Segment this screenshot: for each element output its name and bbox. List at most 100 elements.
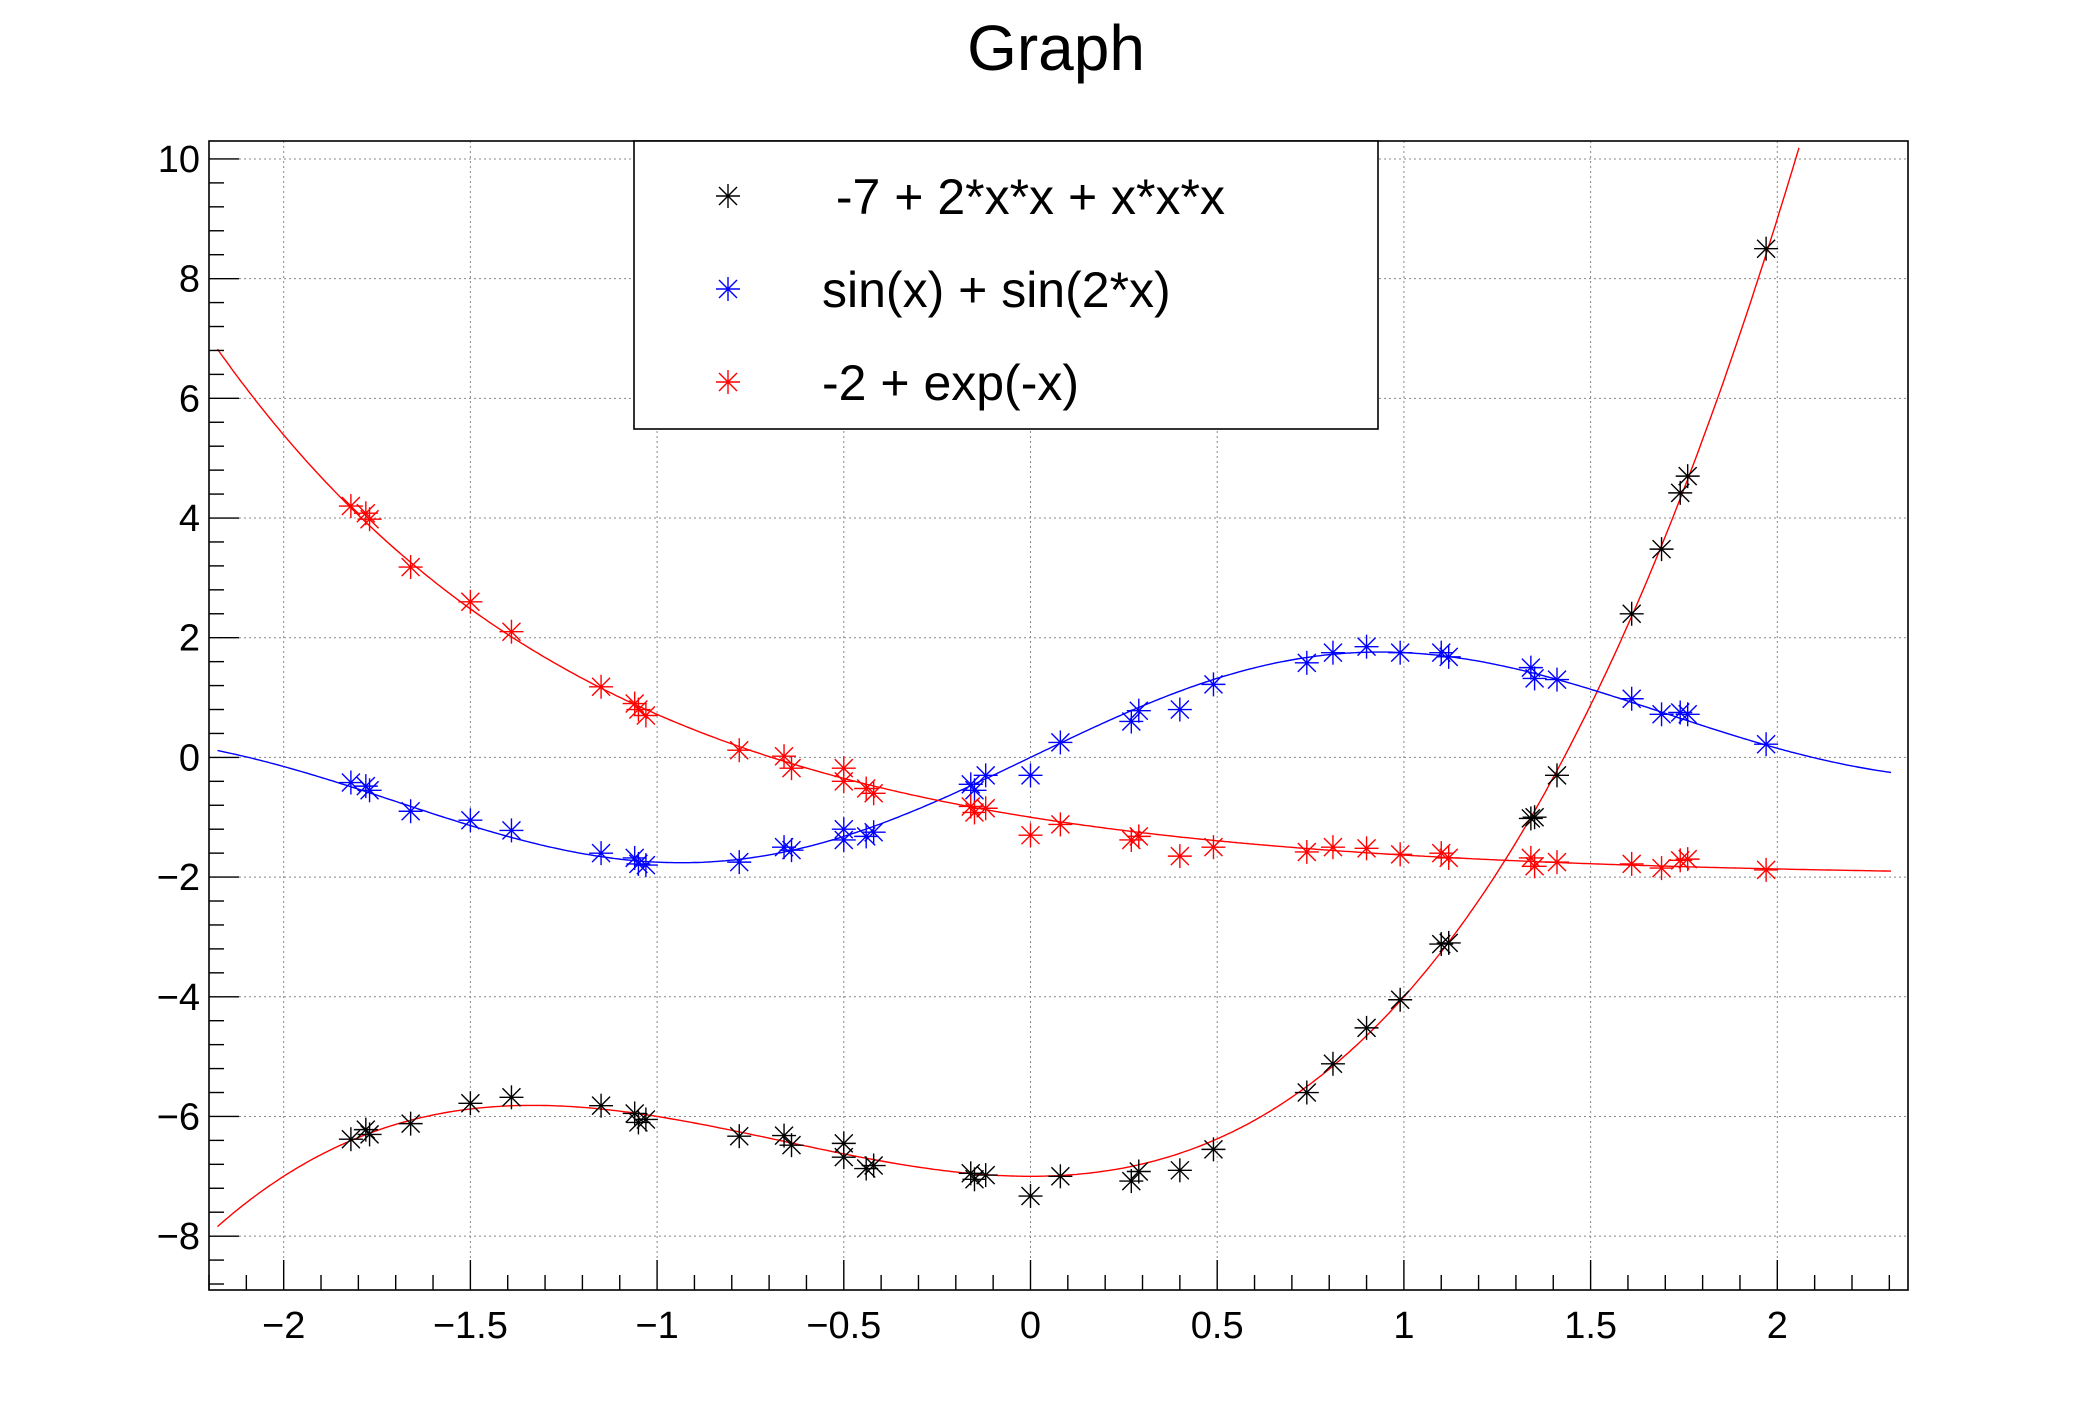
data-point bbox=[831, 827, 856, 852]
data-point bbox=[398, 555, 423, 580]
y-tick-label: −4 bbox=[157, 977, 200, 1019]
data-point bbox=[1320, 835, 1345, 860]
legend-label-cubic: -7 + 2*x*x + x*x*x bbox=[822, 169, 1225, 225]
fit-curve bbox=[217, 651, 1892, 864]
data-point bbox=[1668, 848, 1693, 873]
data-point bbox=[779, 1133, 804, 1158]
data-point bbox=[353, 501, 378, 526]
data-point bbox=[1544, 763, 1569, 788]
data-point bbox=[1544, 850, 1569, 875]
data-point bbox=[1018, 1184, 1043, 1209]
data-point bbox=[861, 820, 886, 845]
data-point bbox=[1649, 856, 1674, 881]
data-point bbox=[973, 763, 998, 788]
data-point bbox=[1619, 686, 1644, 711]
data-point bbox=[1754, 732, 1779, 757]
data-point bbox=[1619, 851, 1644, 876]
data-point bbox=[1522, 666, 1547, 691]
data-point bbox=[1668, 700, 1693, 725]
y-tick-label: 6 bbox=[179, 378, 200, 420]
legend-marker bbox=[716, 184, 740, 208]
data-point bbox=[1518, 655, 1543, 680]
y-tick-label: 2 bbox=[179, 618, 200, 660]
x-tick-label: −0.5 bbox=[806, 1305, 881, 1347]
data-point bbox=[861, 1153, 886, 1178]
data-point bbox=[1668, 480, 1693, 505]
data-point bbox=[1754, 857, 1779, 882]
data-point bbox=[338, 494, 363, 519]
data-point bbox=[589, 1093, 614, 1118]
y-tick-label: 0 bbox=[179, 737, 200, 779]
data-point bbox=[1429, 640, 1454, 665]
data-point bbox=[626, 697, 651, 722]
x-tick-label: 0 bbox=[1020, 1305, 1041, 1347]
data-point bbox=[622, 845, 647, 870]
x-tick-label: 0.5 bbox=[1191, 1305, 1244, 1347]
data-point bbox=[973, 796, 998, 821]
y-tick-label: 8 bbox=[179, 259, 200, 301]
data-point bbox=[1388, 987, 1413, 1012]
data-point bbox=[458, 808, 483, 833]
data-point bbox=[1320, 640, 1345, 665]
data-point bbox=[1119, 827, 1144, 852]
data-point bbox=[1048, 812, 1073, 837]
data-point bbox=[861, 781, 886, 806]
data-point bbox=[1649, 702, 1674, 727]
data-point bbox=[831, 769, 856, 794]
data-point bbox=[1429, 841, 1454, 866]
data-point bbox=[727, 1124, 752, 1149]
x-tick-label: 2 bbox=[1767, 1305, 1788, 1347]
data-point bbox=[1201, 835, 1226, 860]
legend-marker bbox=[716, 277, 740, 301]
data-point bbox=[1126, 698, 1151, 723]
chart-title: Graph bbox=[967, 12, 1145, 84]
data-point bbox=[357, 778, 382, 803]
data-point bbox=[1518, 806, 1543, 831]
data-point bbox=[1018, 763, 1043, 788]
data-point bbox=[1436, 845, 1461, 870]
data-point bbox=[1320, 1051, 1345, 1076]
x-tick-label: 1.5 bbox=[1564, 1305, 1617, 1347]
data-point bbox=[458, 589, 483, 614]
data-point bbox=[962, 800, 987, 825]
fit-curves bbox=[216, 147, 1892, 1228]
data-point bbox=[772, 835, 797, 860]
data-point bbox=[338, 770, 363, 795]
data-point bbox=[1675, 464, 1700, 489]
y-tick-label: −6 bbox=[157, 1096, 200, 1138]
data-point bbox=[1167, 844, 1192, 869]
y-tick-label: −2 bbox=[157, 857, 200, 899]
data-point bbox=[1388, 640, 1413, 665]
fit-curve bbox=[216, 348, 1891, 872]
data-point bbox=[727, 738, 752, 763]
data-point bbox=[398, 1111, 423, 1136]
data-point bbox=[1649, 537, 1674, 562]
data-point bbox=[779, 756, 804, 781]
data-point bbox=[1522, 854, 1547, 879]
data-point bbox=[458, 1091, 483, 1116]
data-point bbox=[1544, 667, 1569, 692]
x-tick-label: −1 bbox=[635, 1305, 678, 1347]
data-point bbox=[962, 778, 987, 803]
legend-label-sine: sin(x) + sin(2*x) bbox=[822, 262, 1171, 318]
data-point bbox=[499, 619, 524, 644]
data-point bbox=[854, 1156, 879, 1181]
data-point bbox=[1388, 842, 1413, 867]
data-point bbox=[779, 838, 804, 863]
data-point bbox=[1436, 644, 1461, 669]
data-point bbox=[499, 1085, 524, 1110]
fit-curve bbox=[217, 147, 1800, 1228]
legend: -7 + 2*x*x + x*x*x sin(x) + sin(2*x) -2 … bbox=[633, 140, 1379, 430]
y-tick-label: 4 bbox=[179, 498, 200, 540]
data-point bbox=[1675, 702, 1700, 727]
data-point bbox=[727, 850, 752, 875]
x-tick-label: −1.5 bbox=[433, 1305, 508, 1347]
data-point bbox=[626, 1110, 651, 1135]
data-point bbox=[1754, 236, 1779, 261]
data-point bbox=[1354, 836, 1379, 861]
data-point bbox=[589, 674, 614, 699]
data-point bbox=[589, 841, 614, 866]
data-point bbox=[1294, 650, 1319, 675]
legend-box bbox=[633, 140, 1379, 430]
